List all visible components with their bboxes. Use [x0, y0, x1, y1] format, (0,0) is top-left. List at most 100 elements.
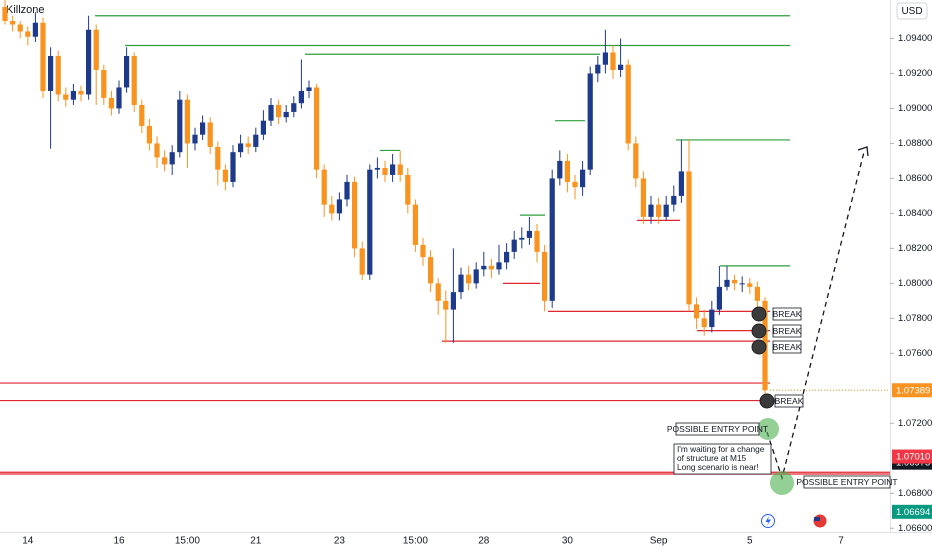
- price-badge: [892, 504, 932, 519]
- x-tick-label: 30: [562, 536, 574, 547]
- candle-body: [207, 122, 213, 147]
- y-tick-label: 1.09400: [898, 33, 932, 44]
- candle-body: [557, 160, 563, 179]
- price-badge-label: 1.06694: [896, 507, 930, 518]
- candle-body: [633, 143, 639, 179]
- y-tick-label: 1.07600: [898, 348, 932, 359]
- candle-body: [93, 29, 99, 70]
- x-tick-label: 23: [334, 536, 346, 547]
- candle-body: [678, 171, 684, 196]
- candle-body: [146, 125, 152, 144]
- entry-label: POSSIBLE ENTRY POINT: [796, 477, 897, 487]
- candle-body: [260, 120, 266, 135]
- candle-body: [336, 199, 342, 214]
- candle-body: [580, 169, 586, 188]
- candle-body: [268, 104, 274, 121]
- currency[interactable]: USD: [901, 6, 922, 17]
- candle-body: [116, 87, 122, 109]
- break-marker: [759, 393, 775, 409]
- candle-body: [291, 103, 297, 112]
- break-marker: [751, 323, 767, 339]
- candle-body: [344, 181, 350, 200]
- candle-body: [192, 134, 198, 144]
- candle-body: [542, 251, 548, 301]
- price-badge: [892, 449, 932, 464]
- candle-body: [732, 279, 738, 284]
- entry-box: [675, 422, 760, 436]
- break-label: BREAK: [773, 309, 802, 319]
- candle-body: [526, 230, 532, 238]
- break-box: [772, 307, 802, 321]
- candle-body: [169, 152, 175, 165]
- note-line: I'm waiting for a change: [677, 444, 765, 454]
- candle-body: [671, 195, 677, 205]
- candle-body: [595, 64, 601, 74]
- y-tick-label: 1.06800: [898, 488, 932, 499]
- candle-body: [359, 248, 365, 275]
- candle-body: [329, 204, 335, 214]
- candle-body: [481, 265, 487, 270]
- candle-body: [367, 169, 373, 275]
- candle-body: [443, 300, 449, 310]
- candle-body: [610, 52, 616, 70]
- y-tick-label: 1.07800: [898, 313, 932, 324]
- x-tick-label: 5: [747, 536, 753, 547]
- candle-body: [283, 111, 289, 118]
- break-label: BREAK: [773, 342, 802, 352]
- candle-body: [352, 181, 358, 249]
- note-box: [673, 443, 772, 475]
- candle-body: [222, 169, 228, 182]
- x-tick-label: 28: [478, 536, 490, 547]
- candle-body: [86, 29, 92, 95]
- candle-body: [55, 55, 61, 95]
- candle-body: [63, 94, 69, 100]
- icons: [761, 514, 827, 528]
- candle-body: [473, 269, 479, 284]
- candle-body: [739, 283, 745, 285]
- x-tick-label: 15:00: [175, 536, 200, 547]
- x-tick-label: 16: [113, 536, 125, 547]
- candle-body: [374, 167, 380, 170]
- break-box: [772, 324, 802, 338]
- candle-body: [10, 20, 16, 25]
- price-badge-label: 1.07389: [896, 385, 930, 396]
- candle-body: [534, 230, 540, 252]
- entry-label: POSSIBLE ENTRY POINT: [667, 424, 768, 434]
- candle-body: [17, 24, 23, 32]
- candle-body: [40, 22, 46, 91]
- currency-box[interactable]: [896, 2, 928, 20]
- y-tick-label: 1.09000: [898, 103, 932, 114]
- candle-body: [656, 204, 662, 217]
- x-tick-label: Sep: [650, 536, 668, 547]
- candle-body: [306, 87, 312, 91]
- candle-body: [640, 178, 646, 217]
- candle-body: [435, 283, 441, 301]
- candle-body: [694, 304, 700, 319]
- candle-body: [587, 73, 593, 170]
- price-badge-label: 1.07010: [896, 452, 930, 463]
- candle-body: [238, 143, 244, 153]
- candle-body: [625, 64, 631, 144]
- y-tick-label: 1.08800: [898, 138, 932, 149]
- candle-body: [428, 257, 434, 284]
- break-marker: [751, 306, 767, 322]
- lightning: [765, 516, 771, 526]
- candle-body: [162, 157, 168, 165]
- candle-body: [321, 169, 327, 205]
- candle-body: [458, 274, 464, 293]
- y-tick-label: 1.07200: [898, 418, 932, 429]
- candle-body: [390, 164, 396, 175]
- candle-body: [724, 279, 730, 287]
- candle-body: [549, 178, 555, 301]
- candle-body: [25, 31, 31, 37]
- candle-body: [314, 87, 320, 170]
- candle-body: [618, 64, 624, 70]
- candle-body: [78, 90, 84, 95]
- candle-body: [177, 99, 183, 153]
- y-tick-label: 1.08600: [898, 173, 932, 184]
- candle-body: [496, 262, 502, 270]
- candle-body: [754, 286, 760, 301]
- y-tick-label: 1.08400: [898, 208, 932, 219]
- candle-body: [101, 69, 107, 98]
